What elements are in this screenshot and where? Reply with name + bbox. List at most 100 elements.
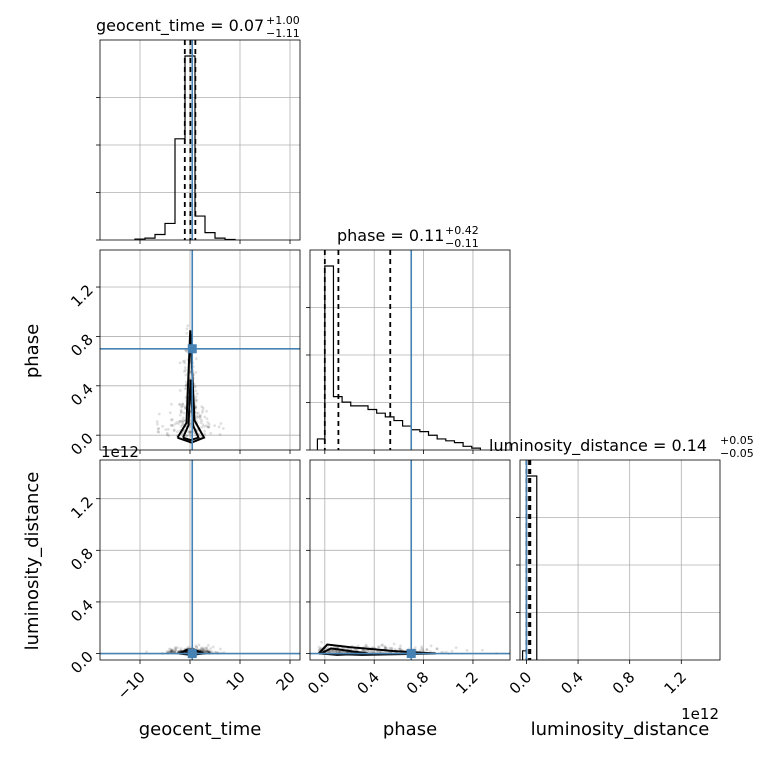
sample-point-geocent_time-vs-phase <box>186 430 190 434</box>
sample-point-geocent_time-vs-phase <box>179 425 183 428</box>
sample-point-geocent_time-vs-luminosity_distance <box>173 648 177 652</box>
ytick-label-phase: 0.8 <box>67 331 97 361</box>
sample-point-phase-vs-luminosity_distance <box>364 644 368 648</box>
panel-frame-geocent_time-vs-luminosity_distance <box>99 459 301 661</box>
sample-point-phase-vs-luminosity_distance <box>398 647 402 651</box>
sample-point-geocent_time-vs-phase <box>189 430 192 434</box>
sample-point-phase-vs-luminosity_distance <box>390 647 394 651</box>
sample-point-geocent_time-vs-phase <box>177 422 181 426</box>
sample-point-geocent_time-vs-phase <box>178 413 182 417</box>
sample-point-phase-vs-luminosity_distance <box>361 648 365 652</box>
sample-point-phase-vs-luminosity_distance <box>384 645 387 649</box>
sample-point-geocent_time-vs-phase <box>187 430 191 434</box>
sample-point-geocent_time-vs-phase <box>185 434 189 438</box>
sample-point-phase-vs-luminosity_distance <box>381 643 384 647</box>
sample-point-geocent_time-vs-phase <box>170 402 173 406</box>
sample-point-phase-vs-luminosity_distance <box>364 649 367 653</box>
sample-point-geocent_time-vs-luminosity_distance <box>201 649 205 653</box>
xtick-label-phase: 0.0 <box>304 668 334 698</box>
sample-point-geocent_time-vs-phase <box>207 425 211 429</box>
sample-point-geocent_time-vs-luminosity_distance <box>204 649 208 652</box>
sample-point-geocent_time-vs-phase <box>172 428 176 432</box>
sample-point-geocent_time-vs-phase <box>195 398 199 402</box>
sample-point-geocent_time-vs-phase <box>188 370 192 374</box>
sample-point-phase-vs-luminosity_distance <box>390 646 393 650</box>
sample-point-phase-vs-luminosity_distance <box>435 647 439 651</box>
sample-point-geocent_time-vs-phase <box>203 429 206 433</box>
sample-point-phase-vs-luminosity_distance <box>377 645 381 649</box>
sample-point-geocent_time-vs-phase <box>217 425 221 429</box>
sample-point-phase-vs-luminosity_distance <box>339 650 342 654</box>
sample-point-geocent_time-vs-phase <box>156 427 160 431</box>
sample-point-geocent_time-vs-luminosity_distance <box>205 650 208 653</box>
sample-point-geocent_time-vs-luminosity_distance <box>185 650 189 654</box>
sample-point-phase-vs-luminosity_distance <box>377 650 380 654</box>
xtick-label-phase: 1.2 <box>452 668 482 698</box>
sample-point-geocent_time-vs-phase <box>206 420 210 424</box>
sample-point-geocent_time-vs-phase <box>194 389 198 393</box>
sample-point-geocent_time-vs-phase <box>179 408 183 412</box>
title-luminosity-distance: luminosity_distance = 0.14 <box>489 436 707 456</box>
sample-point-geocent_time-vs-phase <box>181 402 184 406</box>
sample-point-geocent_time-vs-luminosity_distance <box>187 645 191 649</box>
sample-point-geocent_time-vs-phase <box>195 415 199 418</box>
sample-point-phase-vs-luminosity_distance <box>331 649 335 653</box>
sample-point-geocent_time-vs-luminosity_distance <box>201 649 205 653</box>
title-lumdist-lower: −0.05 <box>720 447 754 460</box>
ytick-label-luminosity_distance: 0.8 <box>67 544 97 574</box>
sample-point-geocent_time-vs-luminosity_distance <box>205 650 209 654</box>
scale-label-lumdist-x: 1e12 <box>681 705 719 723</box>
sample-point-phase-vs-luminosity_distance <box>367 650 370 654</box>
sample-point-geocent_time-vs-phase <box>181 420 185 424</box>
sample-point-geocent_time-vs-phase <box>205 417 209 421</box>
contour-layer <box>176 330 436 656</box>
sample-point-phase-vs-luminosity_distance <box>339 650 343 654</box>
sample-point-geocent_time-vs-phase <box>183 359 186 363</box>
sample-layer <box>145 324 498 655</box>
sample-point-phase-vs-luminosity_distance <box>450 649 454 653</box>
histogram-phase <box>316 265 481 450</box>
sample-point-geocent_time-vs-luminosity_distance <box>199 646 203 650</box>
xtick-label-luminosity_distance: 0.8 <box>609 668 639 698</box>
sample-point-geocent_time-vs-phase <box>213 424 217 428</box>
sample-point-geocent_time-vs-luminosity_distance <box>195 645 198 649</box>
sample-point-geocent_time-vs-phase <box>175 421 179 424</box>
sample-point-geocent_time-vs-phase <box>161 424 164 428</box>
sample-point-geocent_time-vs-phase <box>156 422 159 426</box>
sample-point-geocent_time-vs-phase <box>193 385 197 388</box>
truth-marker-geocent_time-vs-luminosity_distance <box>187 649 197 659</box>
sample-point-phase-vs-luminosity_distance <box>370 649 373 653</box>
sample-point-geocent_time-vs-phase <box>205 424 208 428</box>
sample-point-geocent_time-vs-luminosity_distance <box>170 649 174 653</box>
sample-point-phase-vs-luminosity_distance <box>362 648 365 652</box>
sample-point-geocent_time-vs-phase <box>194 370 198 374</box>
sample-point-geocent_time-vs-luminosity_distance <box>201 646 205 650</box>
sample-point-geocent_time-vs-luminosity_distance <box>171 649 175 653</box>
sample-point-geocent_time-vs-luminosity_distance <box>202 647 206 651</box>
sample-point-geocent_time-vs-phase <box>183 361 187 365</box>
sample-point-geocent_time-vs-phase <box>184 368 187 372</box>
sample-point-phase-vs-luminosity_distance <box>418 649 422 652</box>
sample-point-geocent_time-vs-phase <box>194 405 198 408</box>
truth-marker-geocent_time-vs-phase <box>187 344 197 354</box>
sample-point-geocent_time-vs-luminosity_distance <box>200 648 203 652</box>
sample-point-phase-vs-luminosity_distance <box>317 645 321 649</box>
sample-point-geocent_time-vs-phase <box>178 419 182 423</box>
sample-point-geocent_time-vs-phase <box>218 433 222 436</box>
sample-point-geocent_time-vs-luminosity_distance <box>211 645 215 649</box>
sample-point-geocent_time-vs-luminosity_distance <box>176 646 180 650</box>
sample-point-geocent_time-vs-phase <box>184 383 188 387</box>
panel-frame-phase <box>309 249 511 451</box>
sample-point-geocent_time-vs-phase <box>156 430 160 434</box>
sample-point-geocent_time-vs-phase <box>194 399 198 403</box>
sample-point-geocent_time-vs-luminosity_distance <box>205 650 209 654</box>
title-phase-upper: +0.42 <box>445 224 479 237</box>
sample-point-geocent_time-vs-luminosity_distance <box>169 650 173 654</box>
sample-point-geocent_time-vs-phase <box>181 416 185 420</box>
title-phase-lower: −0.11 <box>445 237 479 250</box>
sample-point-geocent_time-vs-phase <box>169 423 173 427</box>
sample-point-geocent_time-vs-luminosity_distance <box>170 650 174 653</box>
xtick-label-geocent_time: 0 <box>179 668 198 687</box>
sample-point-phase-vs-luminosity_distance <box>429 644 433 648</box>
sample-point-phase-vs-luminosity_distance <box>364 649 368 653</box>
